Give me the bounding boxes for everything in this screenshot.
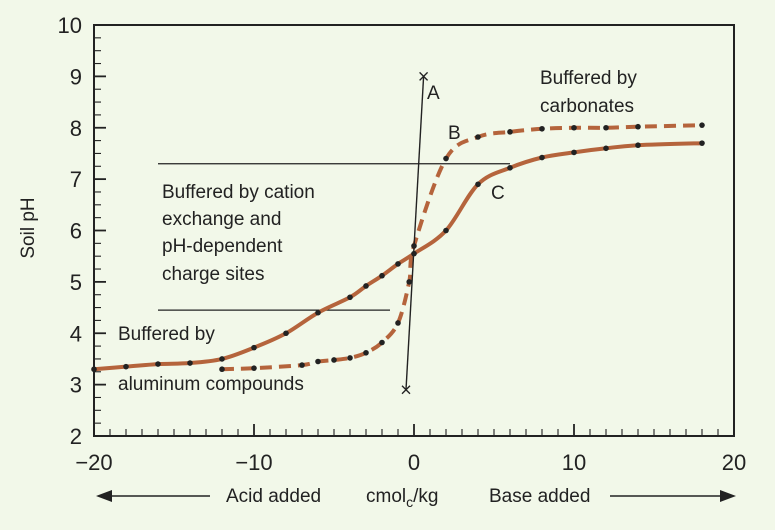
annotation-carbonates-line2: carbonates (540, 96, 634, 117)
series-b-point (507, 129, 513, 135)
series-c-point (699, 140, 705, 146)
series-b-point (443, 155, 449, 162)
series-b-point (347, 355, 353, 361)
y-tick-label: 6 (70, 219, 82, 244)
annotation-cation-line4: charge sites (162, 264, 264, 285)
series-c-point (347, 294, 353, 301)
x-tick-label: −20 (75, 450, 112, 475)
acid-arrow-head (96, 490, 112, 502)
base-arrow-head (720, 490, 736, 502)
series-c-point (123, 363, 129, 370)
annotation-cation-line1: Buffered by cation (162, 182, 315, 203)
series-b-point (363, 349, 369, 356)
annotation-cation-line2: exchange and (162, 209, 281, 230)
series-b-point (395, 320, 401, 326)
series-b-point (603, 124, 609, 131)
x-axis-caption: Acid added cmolc/kg Base added (96, 486, 736, 510)
series-c-point (395, 261, 401, 267)
series-c-point (251, 344, 257, 351)
x-tick-label: 20 (722, 450, 746, 475)
annotation-aluminum-line2: aluminum compounds (118, 374, 304, 395)
series-c-point (603, 145, 609, 152)
series-b-point (571, 124, 577, 131)
x-caption-unit-tail: /kg (413, 486, 438, 507)
series-b-point (299, 362, 305, 368)
series-c-point (539, 154, 545, 161)
series-c-point (363, 283, 369, 289)
y-tick-label: 9 (70, 64, 82, 89)
data-points (91, 71, 705, 395)
series-b-point (331, 357, 337, 363)
x-caption-base: Base added (489, 486, 590, 507)
y-tick-label: 2 (70, 424, 82, 449)
series-b-point (379, 339, 385, 346)
series-b-point (475, 134, 481, 140)
curve-label-a: A (427, 83, 440, 104)
series-c-point (411, 250, 417, 257)
series-b-point (411, 243, 417, 249)
series-c-point (507, 165, 513, 171)
x-tick-label: 0 (408, 450, 420, 475)
curve-label-c: C (491, 183, 505, 204)
y-tick-label: 10 (58, 13, 82, 38)
y-tick-label: 5 (70, 270, 82, 295)
series-c-point (315, 309, 321, 316)
x-caption-unit: cmolc/kg (366, 486, 438, 510)
y-tick-label: 7 (70, 167, 82, 192)
series-b-point (635, 123, 641, 130)
series-c-point (283, 330, 289, 337)
y-tick-label: 3 (70, 373, 82, 398)
series-b-point (406, 279, 413, 285)
annotation-aluminum-line1: Buffered by (118, 324, 215, 345)
series-c-point (91, 366, 97, 373)
y-tick-label: 4 (70, 321, 82, 346)
x-caption-unit-main: cmol (366, 486, 406, 507)
series-b-point (539, 125, 545, 132)
reference-lines (158, 163, 510, 311)
y-axis-title: Soil pH (18, 197, 39, 258)
series-c-point (571, 149, 577, 156)
y-tick-label: 8 (70, 116, 82, 141)
series-c-point (187, 360, 193, 366)
series-a-x-marker (419, 71, 429, 81)
x-tick-label: 10 (562, 450, 586, 475)
series-c-point (379, 272, 385, 279)
x-caption-unit-sub: c (406, 494, 413, 510)
series-c-point (475, 181, 481, 188)
series-c-point (155, 361, 161, 367)
series-c-point (219, 356, 225, 362)
series-c-point (443, 227, 449, 234)
x-caption-acid: Acid added (226, 486, 321, 507)
x-tick-label: −10 (235, 450, 272, 475)
series-c-point (635, 142, 641, 149)
series-a-x-marker (401, 385, 411, 395)
series-b-point (219, 366, 225, 373)
annotation-carbonates-line1: Buffered by (540, 68, 637, 89)
series-b-line (221, 123, 703, 372)
curve-label-b: B (448, 123, 461, 144)
series-a-line (405, 76, 425, 390)
series-b-point (699, 122, 705, 128)
ticks: −20 −10 0 10 20 2 3 4 5 6 7 8 9 10 (58, 13, 747, 475)
series-b-point (315, 358, 321, 365)
annotation-cation-line3: pH-dependent (162, 236, 283, 257)
series-b-point (251, 365, 257, 371)
